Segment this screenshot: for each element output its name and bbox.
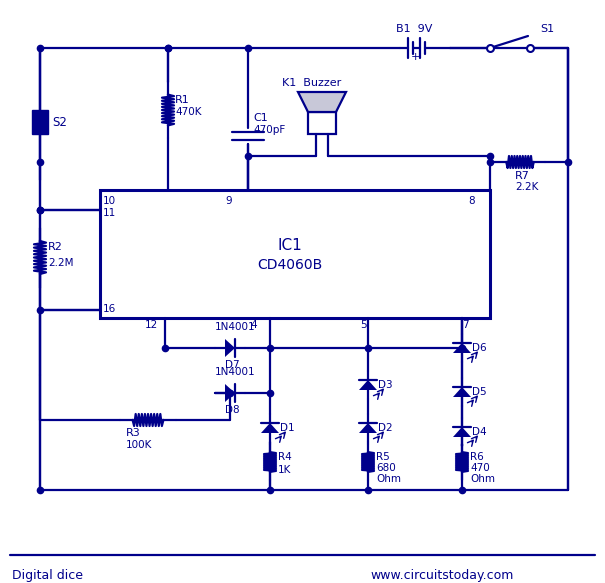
Text: B1  9V: B1 9V — [396, 24, 433, 34]
Text: 2.2K: 2.2K — [515, 182, 538, 192]
Polygon shape — [453, 427, 471, 437]
Polygon shape — [225, 339, 235, 357]
Polygon shape — [453, 343, 471, 353]
Text: Ohm: Ohm — [470, 474, 495, 484]
Text: C1: C1 — [253, 113, 268, 123]
Bar — [100, 190, 490, 318]
Polygon shape — [261, 423, 279, 433]
Text: Digital dice: Digital dice — [12, 569, 83, 582]
Text: IC1: IC1 — [278, 237, 302, 252]
Text: 470K: 470K — [175, 107, 201, 117]
Polygon shape — [225, 384, 235, 402]
Text: 1N4001: 1N4001 — [215, 367, 256, 377]
Text: R7: R7 — [515, 171, 530, 181]
Text: R1: R1 — [175, 95, 190, 105]
Text: 680: 680 — [376, 463, 396, 473]
Text: D3: D3 — [378, 380, 393, 390]
Text: R3: R3 — [126, 428, 141, 438]
Text: R4: R4 — [278, 452, 292, 462]
Text: D2: D2 — [378, 423, 393, 433]
Polygon shape — [298, 92, 346, 112]
Text: D8: D8 — [225, 405, 240, 415]
Text: R2: R2 — [48, 243, 63, 252]
Text: 470pF: 470pF — [253, 125, 285, 135]
Text: R5: R5 — [376, 452, 390, 462]
Text: Ohm: Ohm — [376, 474, 401, 484]
Text: 1N4001: 1N4001 — [215, 322, 256, 332]
Text: D1: D1 — [280, 423, 295, 433]
Text: +: + — [410, 52, 420, 62]
Text: K1  Buzzer: K1 Buzzer — [282, 78, 341, 88]
Polygon shape — [359, 423, 377, 433]
Text: D7: D7 — [225, 360, 240, 370]
Text: 100K: 100K — [126, 440, 152, 450]
Text: D4: D4 — [472, 427, 486, 437]
Bar — [32, 110, 48, 134]
Polygon shape — [359, 380, 377, 390]
Text: 4: 4 — [250, 320, 257, 330]
Text: 2.2M: 2.2M — [48, 258, 73, 268]
Text: www.circuitstoday.com: www.circuitstoday.com — [370, 569, 514, 582]
Text: D5: D5 — [472, 387, 486, 397]
Text: S2: S2 — [52, 115, 67, 128]
Text: 12: 12 — [145, 320, 159, 330]
Text: R6: R6 — [470, 452, 484, 462]
Text: 8: 8 — [468, 196, 475, 206]
Text: 7: 7 — [462, 320, 469, 330]
Bar — [308, 112, 336, 134]
Text: 9: 9 — [225, 196, 232, 206]
Text: 11: 11 — [103, 208, 116, 218]
Polygon shape — [453, 387, 471, 397]
Text: 5: 5 — [360, 320, 367, 330]
Text: 16: 16 — [103, 304, 116, 314]
Text: D6: D6 — [472, 343, 486, 353]
Text: 1K: 1K — [278, 465, 292, 475]
Text: S1: S1 — [540, 24, 554, 34]
Text: 470: 470 — [470, 463, 490, 473]
Text: 10: 10 — [103, 196, 116, 206]
Text: CD4060B: CD4060B — [257, 258, 322, 272]
